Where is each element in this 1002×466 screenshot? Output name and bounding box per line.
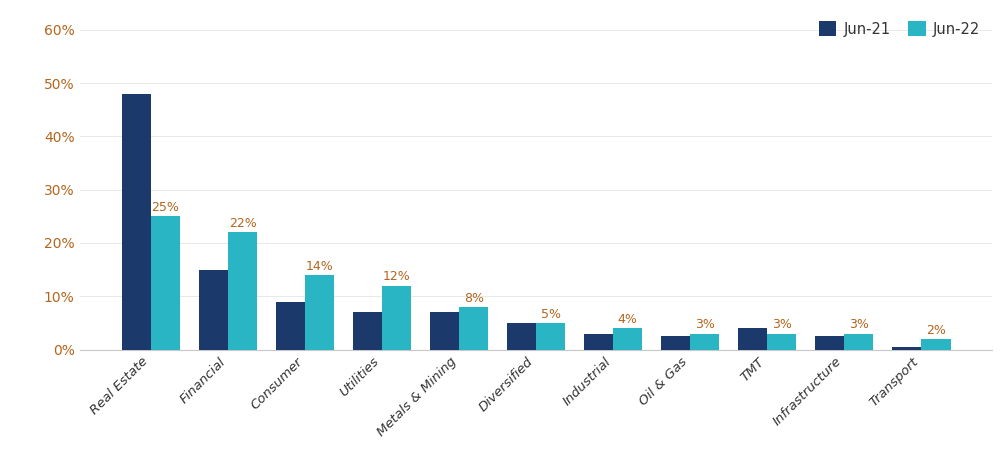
Text: 22%: 22% xyxy=(228,217,257,230)
Bar xyxy=(737,328,768,350)
Text: 3%: 3% xyxy=(772,318,792,331)
Text: 3%: 3% xyxy=(694,318,714,331)
Bar xyxy=(892,347,921,350)
Bar xyxy=(276,302,305,350)
Bar xyxy=(430,312,459,350)
Bar xyxy=(227,233,258,350)
Bar xyxy=(690,334,719,350)
Bar xyxy=(845,334,874,350)
Bar xyxy=(382,286,411,350)
Text: 25%: 25% xyxy=(151,201,179,214)
Bar xyxy=(353,312,382,350)
Text: 12%: 12% xyxy=(383,270,411,283)
Bar xyxy=(661,336,690,350)
Text: 4%: 4% xyxy=(618,313,637,326)
Text: 14%: 14% xyxy=(306,260,334,273)
Bar xyxy=(584,334,613,350)
Bar xyxy=(121,94,151,350)
Bar xyxy=(459,307,488,350)
Text: 5%: 5% xyxy=(541,308,561,321)
Bar xyxy=(815,336,845,350)
Bar xyxy=(305,275,335,350)
Bar xyxy=(151,216,180,350)
Text: 2%: 2% xyxy=(926,324,946,337)
Bar xyxy=(507,323,536,350)
Bar xyxy=(921,339,951,350)
Bar xyxy=(768,334,797,350)
Bar xyxy=(198,270,227,350)
Text: 8%: 8% xyxy=(464,292,484,305)
Text: 3%: 3% xyxy=(849,318,869,331)
Bar xyxy=(613,328,642,350)
Bar xyxy=(536,323,565,350)
Legend: Jun-21, Jun-22: Jun-21, Jun-22 xyxy=(819,21,980,37)
